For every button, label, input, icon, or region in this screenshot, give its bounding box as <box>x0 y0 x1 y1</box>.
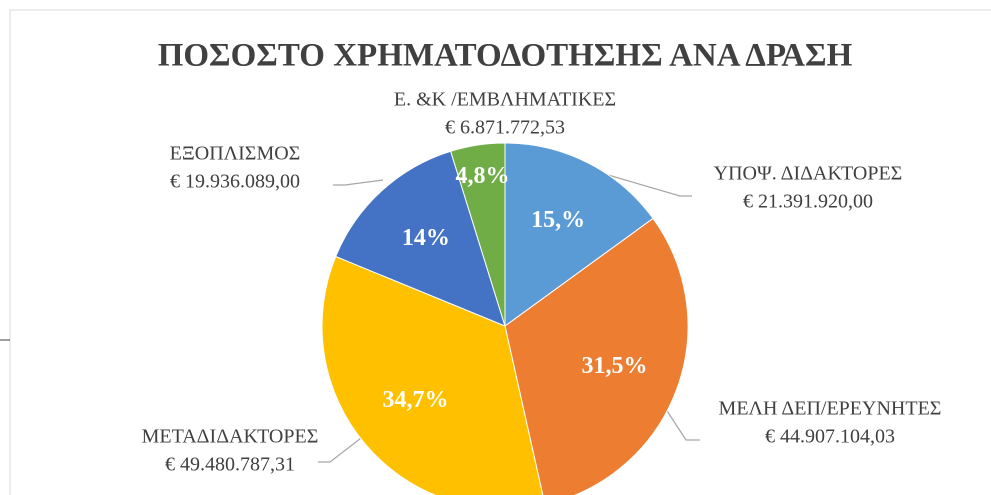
leader-line <box>333 179 384 186</box>
amount-label: € 44.907.104,03 <box>765 426 895 448</box>
value-label: 34,7% <box>382 387 448 413</box>
pie-slice <box>504 142 654 327</box>
leader-line <box>318 434 366 463</box>
amount-label: € 49.480.787,31 <box>165 454 295 476</box>
value-label: 15,% <box>531 207 585 233</box>
amount-label: € 19.936.089,00 <box>170 171 300 193</box>
value-label: 4,8% <box>455 163 509 189</box>
value-label: 31,5% <box>582 353 648 379</box>
value-label: 14% <box>402 225 450 251</box>
pie-slice <box>504 217 689 495</box>
amount-label: € 6.871.772,53 <box>445 117 565 139</box>
chart-title: ΠΟΣΟΣΤΟ ΧΡΗΜΑΤΟΔΟΤΗΣΗΣ ΑΝΑ ΔΡΑΣΗ <box>158 38 853 74</box>
leader-lines <box>318 171 700 463</box>
category-label: ΜΕΛΗ ΔΕΠ/ΕΡΕΥΝΗΤΕΣ <box>719 398 942 420</box>
leader-line <box>659 399 700 441</box>
category-label: ΥΠΟΨ. ΔΙΔΑΚΤΟΡΕΣ <box>714 163 903 185</box>
amount-label: € 21.391.920,00 <box>743 191 873 213</box>
category-label: Ε. &Κ /ΕΜΒΛΗΜΑΤΙΚΕΣ <box>394 89 616 111</box>
leader-line <box>597 171 692 197</box>
category-label: ΜΕΤΑΔΙΔΑΚΤΟΡΕΣ <box>142 426 319 448</box>
category-label: ΕΞΟΠΛΙΣΜΟΣ <box>170 143 301 165</box>
pie-slice <box>335 150 506 327</box>
pie-slice <box>321 255 544 495</box>
pie-slice <box>450 142 506 327</box>
